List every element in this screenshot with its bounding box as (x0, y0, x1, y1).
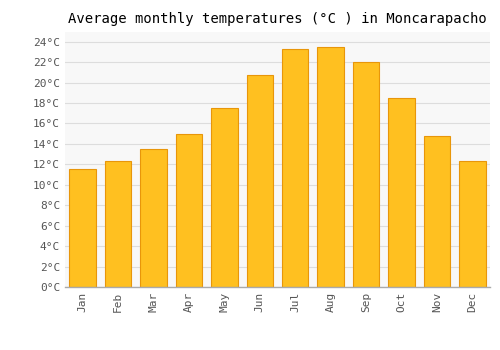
Bar (388, 98, 414, 287)
Bar (70, 169, 96, 287)
Bar (140, 149, 167, 287)
Title: Average monthly temperatures (°C ) in Moncarapacho: Average monthly temperatures (°C ) in Mo… (68, 12, 487, 26)
Bar (318, 47, 344, 287)
Bar (459, 161, 485, 287)
Bar (246, 76, 273, 287)
Bar (105, 161, 132, 287)
Bar (176, 134, 202, 287)
Bar (424, 136, 450, 287)
Bar (353, 62, 380, 287)
Bar (211, 108, 238, 287)
Bar (282, 49, 308, 287)
